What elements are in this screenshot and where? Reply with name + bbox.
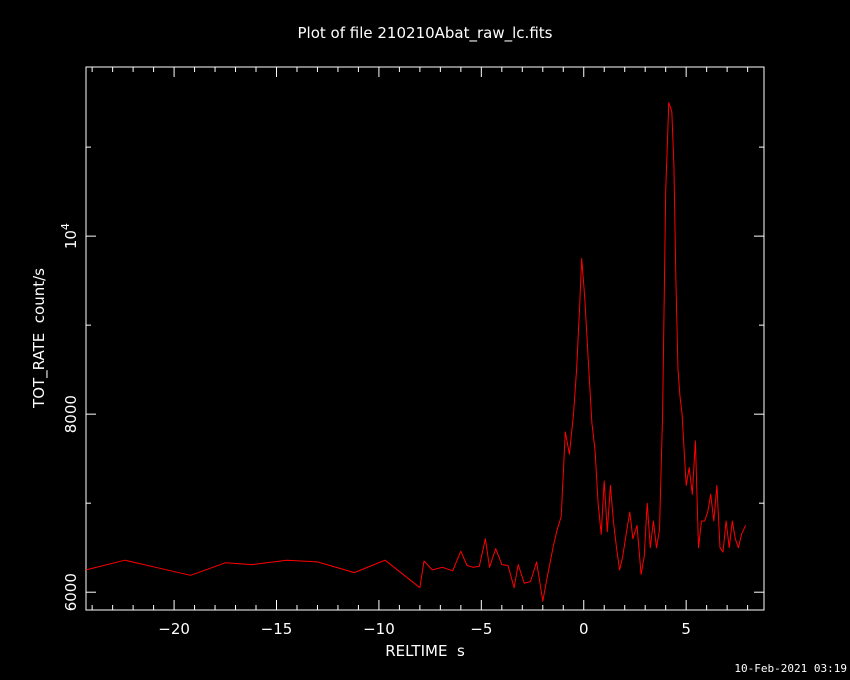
y-tick-label: 8000 [62, 395, 80, 433]
x-tick-label: 5 [681, 620, 691, 638]
timestamp: 10-Feb-2021 03:19 [734, 662, 847, 675]
plot-frame [85, 66, 765, 611]
y-tick-labels: 6000 8000 104 [59, 223, 80, 611]
series-layer [85, 102, 747, 602]
y-axis-label: TOT_RATE count/s [30, 268, 49, 409]
y-tick-label: 6000 [62, 573, 80, 611]
axis-ticks [86, 67, 764, 610]
y-tick-label: 104 [59, 223, 80, 249]
x-tick-label: −20 [158, 620, 190, 638]
x-tick-label: 0 [579, 620, 589, 638]
x-tick-label: −10 [363, 620, 395, 638]
x-axis-label: RELTIME s [385, 642, 465, 660]
series-line [85, 102, 747, 602]
chart-title: Plot of file 210210Abat_raw_lc.fits [298, 24, 553, 43]
x-tick-labels: −20 −15 −10 −5 0 5 [158, 620, 691, 638]
x-tick-label: −15 [261, 620, 293, 638]
x-tick-label: −5 [470, 620, 492, 638]
